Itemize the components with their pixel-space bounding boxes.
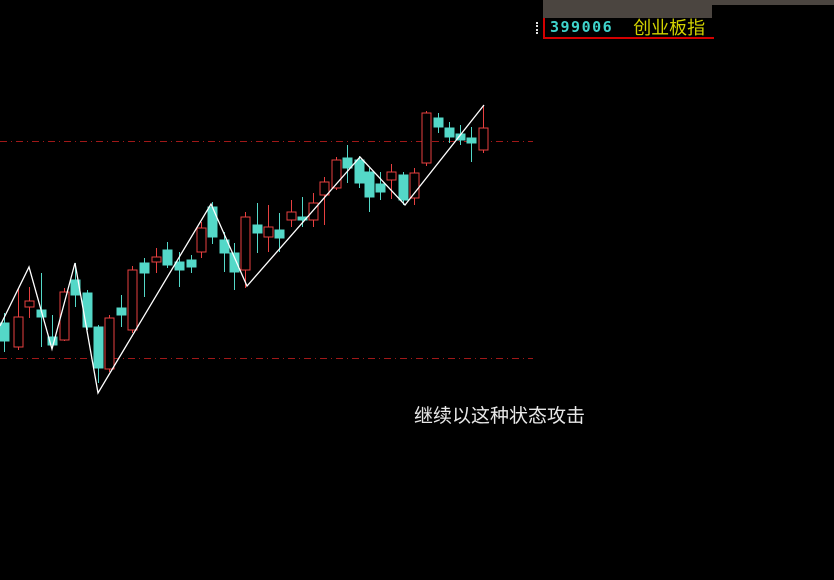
candle-body-up xyxy=(59,291,70,341)
candle-body-up xyxy=(478,127,489,151)
stock-name: 创业板指 xyxy=(633,17,706,38)
candle-body-up xyxy=(286,211,297,221)
chart-annotation-text: 继续以这种状态攻击 xyxy=(414,406,586,427)
candle-body-down xyxy=(174,261,185,271)
candle-body-down xyxy=(466,137,477,144)
candle-body-up xyxy=(386,171,397,181)
candle-body-down xyxy=(70,279,81,296)
candle-body-down xyxy=(0,322,10,342)
stock-code: 399006 xyxy=(550,18,614,36)
candle-body-down xyxy=(116,307,127,316)
candle-body-down xyxy=(82,292,93,328)
candle-body-up xyxy=(127,269,138,331)
trendline xyxy=(0,104,485,395)
candle-body-up xyxy=(331,159,342,189)
window-top-bar xyxy=(543,0,712,18)
candle-body-up xyxy=(151,256,162,263)
candle-body-up xyxy=(308,202,319,221)
candle-body-down xyxy=(364,171,375,198)
quote-tab[interactable]: 399006 创业板指 xyxy=(543,18,714,39)
candle-body-down xyxy=(444,127,455,138)
candle-body-down xyxy=(207,206,218,238)
candle-body-up xyxy=(196,227,207,253)
candle-body-up xyxy=(13,316,24,348)
candle-body-up xyxy=(240,216,251,271)
candle-body-down xyxy=(93,326,104,369)
candle-body-down xyxy=(252,224,263,234)
splitter-dots-icon[interactable] xyxy=(536,22,540,34)
candle-body-down xyxy=(274,229,285,239)
candle-body-up xyxy=(319,181,330,196)
candle-body-up xyxy=(409,172,420,199)
candle-body-down xyxy=(354,159,365,184)
candle-body-up xyxy=(263,226,274,238)
candle-body-down xyxy=(433,117,444,128)
candle-body-down xyxy=(229,252,240,273)
candle-body-down xyxy=(186,259,197,268)
candle-body-down xyxy=(342,157,353,169)
candle-body-down xyxy=(398,174,409,201)
candle-body-down xyxy=(375,183,386,193)
candle-body-down xyxy=(139,262,150,274)
candle-body-up xyxy=(421,112,432,164)
candle-body-down xyxy=(162,249,173,266)
candle-body-up xyxy=(104,317,115,370)
candle-body-down xyxy=(297,216,308,221)
window-top-strip xyxy=(712,0,834,5)
candle-body-up xyxy=(24,300,35,308)
